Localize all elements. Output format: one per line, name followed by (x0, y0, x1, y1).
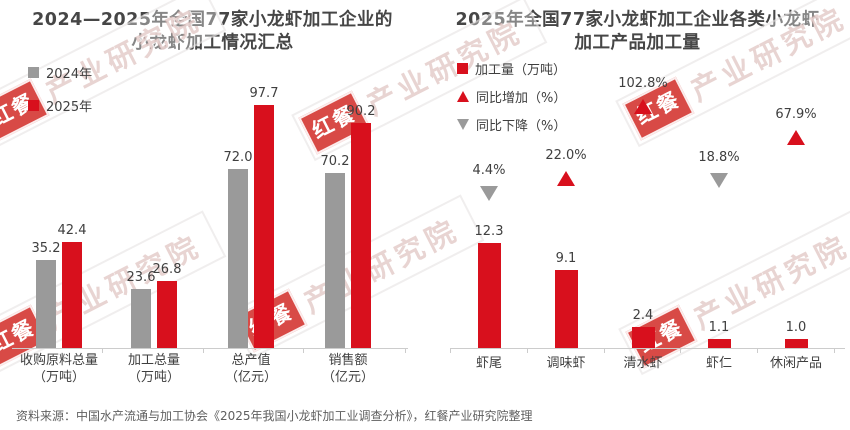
legend-item: 同比增加（%） (457, 87, 566, 106)
bar-加工量（万吨） (477, 242, 501, 348)
axis-tick (833, 349, 835, 353)
legend-item: 同比下降（%） (457, 115, 566, 134)
right-chart-title-line1: 2025年全国77家小龙虾加工企业各类小龙虾 (455, 10, 820, 30)
legend-label: 同比增加（%） (476, 91, 567, 106)
bar-加工量（万吨） (554, 270, 578, 348)
yoy-up-icon (634, 99, 652, 115)
bar-value-label: 23.6 (126, 270, 156, 286)
category-label: 虾仁 (705, 356, 732, 371)
bar-2025年 (157, 281, 177, 348)
legend-marker-square-icon (457, 63, 468, 74)
yoy-value-label: 22.0% (545, 147, 587, 163)
bar-value-label: 1.1 (708, 319, 730, 335)
left-chart-title: 2024—2025年全国77家小龙虾加工企业的 小龙虾加工情况汇总 (0, 9, 425, 55)
right-chart-legend: 加工量（万吨） 同比增加（%） 同比下降（%） (457, 59, 566, 143)
bar-value-label: 2.4 (632, 308, 654, 324)
yoy-value-label: 67.9% (775, 106, 817, 122)
axis-tick (102, 349, 103, 353)
bar-2025年 (62, 242, 82, 348)
legend-up-triangle-icon (457, 91, 469, 102)
axis-tick (202, 349, 204, 353)
bar-加工量（万吨） (784, 339, 808, 348)
category-label: 休闲产品 (769, 356, 822, 371)
right-chart-title: 2025年全国77家小龙虾加工企业各类小龙虾 加工产品加工量 (425, 9, 850, 55)
bar-加工量（万吨） (707, 338, 731, 348)
legend-marker-square-icon (28, 100, 39, 111)
bar-加工量（万吨） (631, 327, 655, 348)
axis-tick (603, 349, 605, 353)
legend-label: 2024年 (46, 67, 93, 82)
bar-2025年 (351, 123, 371, 348)
legend-label: 同比下降（%） (476, 119, 567, 134)
legend-item: 加工量（万吨） (457, 59, 566, 78)
yoy-down-icon (710, 173, 728, 189)
bar-value-label: 9.1 (555, 251, 577, 267)
yoy-down-icon (480, 186, 498, 202)
axis-tick (757, 349, 758, 353)
bar-value-label: 1.0 (785, 320, 807, 336)
yoy-up-icon (557, 170, 575, 186)
axis-tick (450, 349, 451, 353)
bar-value-label: 90.2 (346, 104, 376, 120)
axis-tick (405, 349, 406, 353)
category-label: 收购原料总量 （万吨） (19, 353, 98, 385)
bar-value-label: 70.2 (320, 154, 350, 170)
bar-value-label: 26.8 (152, 262, 182, 278)
axis-tick (303, 349, 304, 353)
source-note: 资料来源：中国水产流通与加工协会《2025年我国小龙虾加工业调查分析》，红餐产业… (16, 409, 533, 423)
bar-value-label: 12.3 (474, 223, 504, 239)
bar-2024年 (131, 289, 151, 348)
axis-tick (680, 349, 681, 353)
category-label: 调味虾 (546, 356, 586, 371)
yoy-up-icon (787, 129, 805, 145)
legend-label: 加工量（万吨） (475, 63, 567, 78)
category-label: 加工总量 （万吨） (127, 353, 180, 385)
legend-item: 2024年 (28, 63, 92, 82)
right-chart-title-line2: 加工产品加工量 (574, 33, 701, 53)
left-chart-title-line1: 2024—2025年全国77家小龙虾加工企业的 (32, 10, 393, 30)
category-label: 总产值 （亿元） (224, 353, 277, 385)
left-chart-title-line2: 小龙虾加工情况汇总 (131, 33, 294, 53)
legend-item: 2025年 (28, 96, 92, 115)
category-label: 清水虾 (623, 356, 663, 371)
yoy-value-label: 102.8% (618, 76, 668, 92)
yoy-value-label: 18.8% (698, 150, 740, 166)
legend-marker-square-icon (28, 67, 39, 78)
left-chart-legend: 2024年 2025年 (28, 63, 92, 129)
bar-value-label: 42.4 (57, 223, 87, 239)
bar-value-label: 35.2 (31, 241, 61, 257)
bar-2024年 (325, 173, 345, 348)
bar-value-label: 97.7 (249, 85, 279, 101)
yoy-value-label: 4.4% (472, 163, 506, 179)
x-axis (450, 348, 845, 349)
legend-down-triangle-icon (457, 119, 469, 130)
bar-2025年 (254, 104, 274, 348)
bar-2024年 (228, 168, 248, 348)
bar-value-label: 72.0 (223, 149, 253, 165)
bar-2024年 (36, 260, 56, 348)
axis-tick (527, 349, 528, 353)
category-label: 销售额 （亿元） (321, 353, 374, 385)
x-axis (12, 348, 408, 349)
legend-label: 2025年 (46, 100, 93, 115)
category-label: 虾尾 (475, 356, 502, 371)
